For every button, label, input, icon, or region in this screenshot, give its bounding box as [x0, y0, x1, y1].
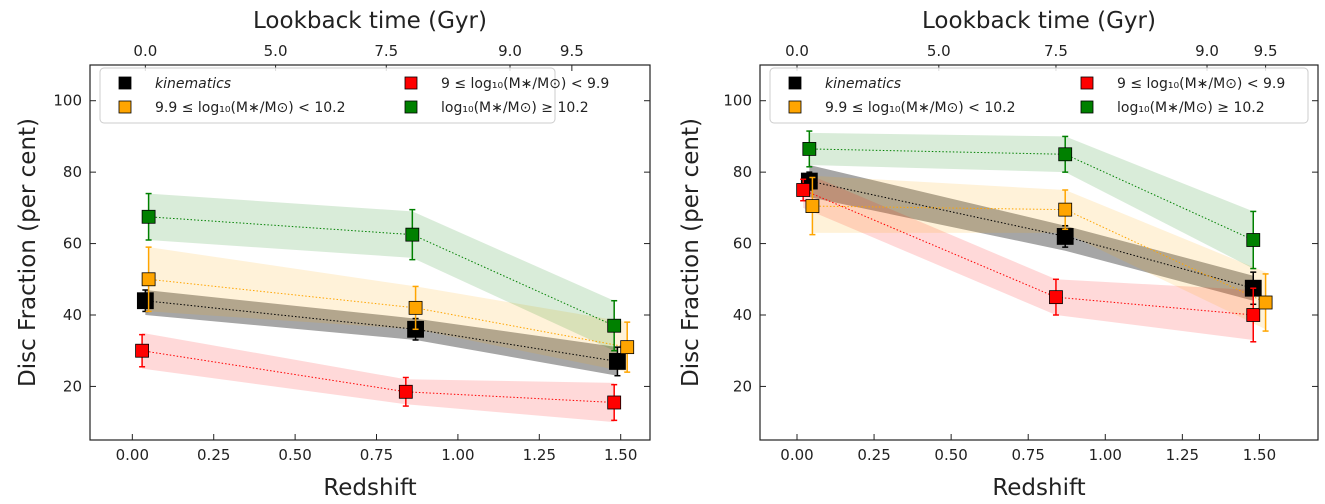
x-tick-label: 1.50	[604, 446, 637, 464]
marker	[802, 142, 817, 156]
uncertainty-band	[145, 290, 618, 376]
marker	[609, 353, 626, 370]
panel: 0.00 0.25 0.50 0.75 1.00 1.25 1.50 20 40 60 80 100 0…	[15, 8, 651, 501]
y-tick-label: 40	[733, 306, 752, 324]
legend-swatch	[1080, 76, 1094, 90]
x2-axis-label: Lookback time (Gyr)	[253, 8, 487, 34]
uncertainty-band	[809, 132, 1254, 269]
y-tick-label: 80	[733, 163, 752, 181]
x-tick-label: 1.50	[1243, 446, 1276, 464]
x-tick-label: 0.00	[780, 446, 813, 464]
legend-label: 9 ≤ log₁₀(M∗/M⊙) < 9.9	[1117, 76, 1285, 92]
series-line	[802, 189, 1254, 316]
x2-tick-label: 7.5	[374, 42, 398, 60]
legend-swatch	[404, 100, 418, 114]
y-tick-label: 100	[723, 92, 752, 110]
uncertainty-band	[812, 175, 1266, 330]
x2-axis-label: Lookback time (Gyr)	[922, 8, 1156, 34]
x-tick-label: 0.75	[360, 446, 393, 464]
marker	[405, 227, 420, 242]
marker	[620, 340, 635, 355]
x-tick-label: 0.00	[116, 446, 149, 464]
y-tick-label: 80	[63, 163, 82, 181]
legend-label: log₁₀(M∗/M⊙) ≥ 10.2	[441, 100, 589, 116]
marker	[408, 300, 423, 315]
y-tick-label: 60	[733, 235, 752, 253]
marker	[1258, 295, 1273, 310]
x-axis-label: Redshift	[323, 475, 416, 500]
legend-label: kinematics	[155, 76, 231, 92]
marker	[1058, 202, 1073, 217]
legend-label: 9.9 ≤ log₁₀(M∗/M⊙) < 10.2	[825, 100, 1016, 116]
x2-tick-label: 5.0	[264, 42, 288, 60]
marker	[135, 343, 149, 358]
x-tick-label: 1.00	[441, 446, 474, 464]
uncertainty-band	[142, 332, 615, 423]
plot-frame	[89, 64, 651, 441]
series-line	[148, 216, 615, 327]
x-tick-label: 0.75	[1012, 446, 1045, 464]
y-tick-label: 20	[733, 377, 752, 395]
x-tick-label: 0.50	[278, 446, 311, 464]
legend-swatch	[404, 76, 418, 90]
marker	[1056, 228, 1074, 245]
plot-frame	[759, 64, 1319, 441]
marker	[1246, 233, 1261, 247]
uncertainty-band	[148, 193, 615, 351]
legend-swatch	[788, 100, 802, 114]
x-tick-label: 0.50	[934, 446, 967, 464]
legend-frame	[99, 67, 556, 124]
y-tick-label: 60	[63, 235, 82, 253]
y-axis-label: Disc Fraction (per cent)	[678, 118, 704, 387]
legend-swatch	[118, 100, 132, 114]
x2-tick-label: 0.0	[785, 42, 809, 60]
marker	[1049, 290, 1063, 305]
marker	[398, 384, 413, 399]
marker	[1058, 147, 1073, 162]
x2-tick-label: 9.5	[1254, 42, 1278, 60]
y-tick-label: 100	[53, 92, 82, 110]
x-tick-label: 1.25	[1166, 446, 1199, 464]
legend-swatch	[788, 76, 802, 90]
legend-label: log₁₀(M∗/M⊙) ≥ 10.2	[1117, 100, 1265, 116]
uncertainty-band	[803, 172, 1254, 340]
panel: 0.00 0.25 0.50 0.75 1.00 1.25 1.50 20 40 60 80 100 0…	[678, 8, 1319, 501]
legend-frame	[769, 67, 1309, 124]
x2-tick-label: 9.0	[498, 42, 522, 60]
legend: kinematics 9 ≤ log₁₀(M∗/M⊙) < 9.9 9.9 ≤ lo…	[99, 67, 609, 124]
marker	[136, 292, 154, 310]
x2-tick-label: 9.0	[1195, 42, 1219, 60]
legend-swatch	[118, 76, 132, 90]
y-tick-label: 20	[63, 377, 82, 395]
x-tick-label: 0.25	[197, 446, 230, 464]
x-tick-label: 0.25	[857, 446, 890, 464]
x2-tick-label: 5.0	[927, 42, 951, 60]
legend-label: 9.9 ≤ log₁₀(M∗/M⊙) < 10.2	[155, 100, 346, 116]
marker	[805, 199, 820, 213]
legend-label: kinematics	[825, 76, 901, 92]
x-tick-label: 1.25	[523, 446, 556, 464]
marker	[796, 183, 811, 197]
marker	[1246, 308, 1261, 322]
legend-swatch	[1080, 100, 1094, 114]
marker	[141, 272, 156, 287]
x2-tick-label: 7.5	[1044, 42, 1068, 60]
uncertainty-band	[148, 247, 628, 373]
y-tick-label: 40	[63, 306, 82, 324]
y-axis-label: Disc Fraction (per cent)	[15, 118, 41, 387]
marker	[607, 395, 622, 410]
marker	[607, 318, 622, 333]
x2-tick-label: 9.5	[560, 42, 584, 60]
legend-label: 9 ≤ log₁₀(M∗/M⊙) < 9.9	[441, 76, 609, 92]
marker	[141, 209, 156, 224]
uncertainty-band	[809, 165, 1254, 301]
legend: kinematics 9 ≤ log₁₀(M∗/M⊙) < 9.9 9.9 ≤ lo…	[769, 67, 1309, 124]
x-axis-label: Redshift	[992, 475, 1085, 500]
x2-tick-label: 0.0	[133, 42, 157, 60]
x-tick-label: 1.00	[1089, 446, 1122, 464]
